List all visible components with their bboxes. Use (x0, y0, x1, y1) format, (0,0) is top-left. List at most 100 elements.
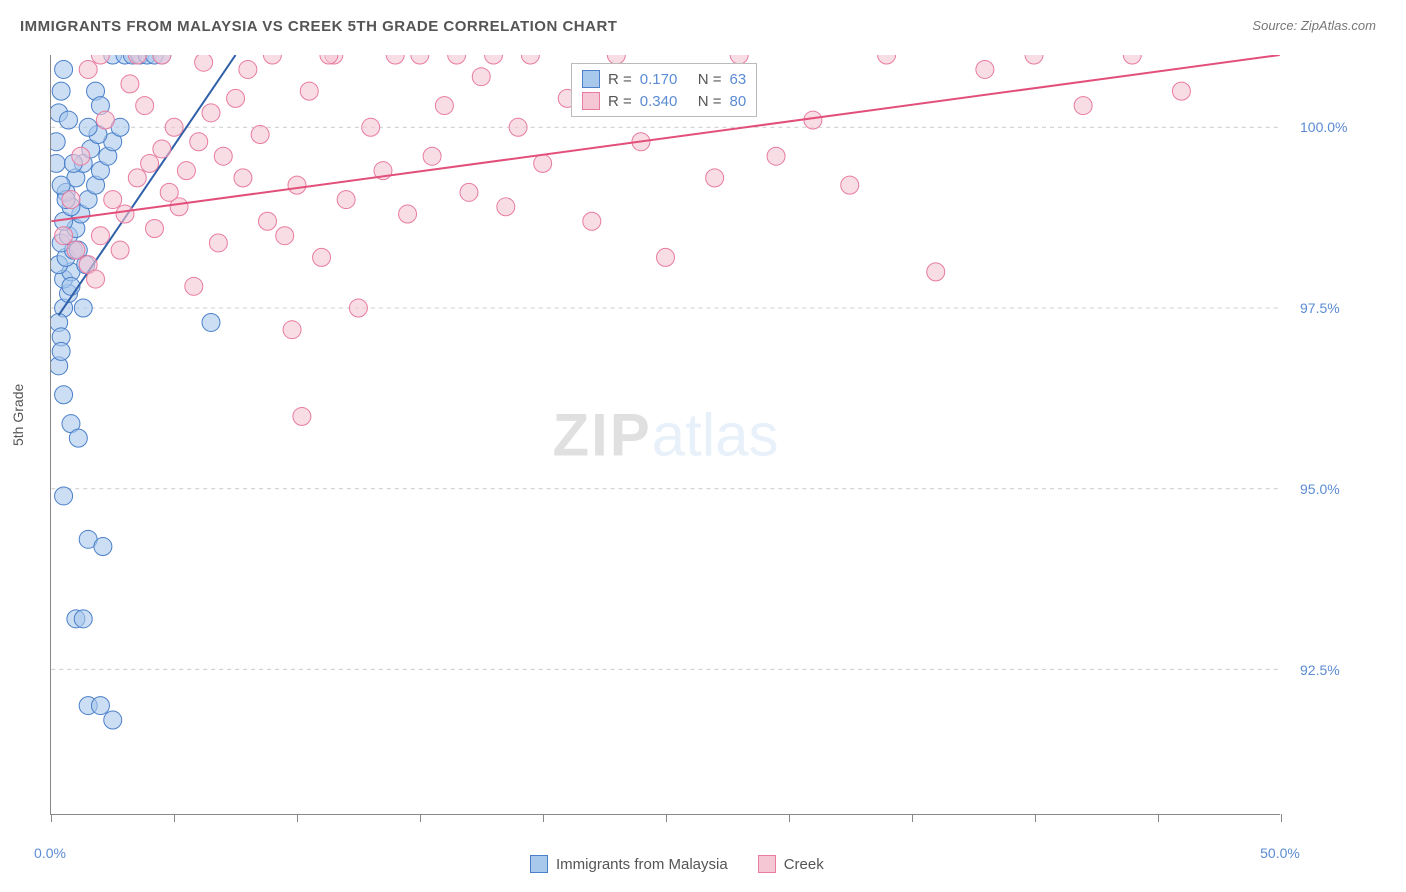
scatter-point (165, 118, 183, 136)
scatter-plot-svg (51, 55, 1280, 814)
scatter-point (74, 610, 92, 628)
scatter-point (190, 133, 208, 151)
x-tick (666, 814, 667, 822)
scatter-point (276, 227, 294, 245)
scatter-point (1074, 97, 1092, 115)
scatter-point (927, 263, 945, 281)
legend-swatch (582, 92, 600, 110)
x-tick (51, 814, 52, 822)
legend-swatch (530, 855, 548, 873)
y-tick-label: 95.0% (1300, 481, 1340, 497)
scatter-point (259, 212, 277, 230)
x-tick (174, 814, 175, 822)
scatter-point (386, 55, 404, 64)
scatter-point (209, 234, 227, 252)
y-tick-label: 100.0% (1300, 119, 1347, 135)
scatter-point (460, 183, 478, 201)
scatter-point (79, 118, 97, 136)
scatter-point (448, 55, 466, 64)
scatter-point (55, 60, 73, 78)
scatter-point (202, 313, 220, 331)
scatter-point (521, 55, 539, 64)
source-label: Source: (1252, 18, 1297, 33)
scatter-point (104, 711, 122, 729)
x-tick (1158, 814, 1159, 822)
x-tick (1281, 814, 1282, 822)
scatter-point (146, 219, 164, 237)
scatter-point (283, 321, 301, 339)
scatter-point (399, 205, 417, 223)
source-name: ZipAtlas.com (1301, 18, 1376, 33)
n-label: N = (698, 93, 722, 110)
scatter-point (55, 487, 73, 505)
scatter-point (293, 407, 311, 425)
scatter-point (362, 118, 380, 136)
scatter-point (497, 198, 515, 216)
scatter-point (534, 154, 552, 172)
scatter-point (878, 55, 896, 64)
scatter-point (804, 111, 822, 129)
r-value: 0.340 (640, 93, 690, 110)
x-tick-label: 50.0% (1260, 845, 1300, 861)
scatter-point (153, 140, 171, 158)
scatter-point (136, 97, 154, 115)
scatter-point (202, 104, 220, 122)
scatter-point (349, 299, 367, 317)
scatter-point (1172, 82, 1190, 100)
scatter-point (263, 55, 281, 64)
scatter-point (485, 55, 503, 64)
legend-item: Creek (758, 855, 824, 873)
n-label: N = (698, 71, 722, 88)
scatter-point (116, 205, 134, 223)
scatter-point (52, 82, 70, 100)
scatter-point (411, 55, 429, 64)
scatter-point (79, 60, 97, 78)
scatter-point (51, 154, 65, 172)
scatter-point (128, 169, 146, 187)
scatter-point (111, 241, 129, 259)
x-tick (1035, 814, 1036, 822)
correlation-legend: R =0.170N =63R =0.340N =80 (571, 63, 757, 117)
scatter-point (72, 147, 90, 165)
r-label: R = (608, 71, 632, 88)
y-tick-label: 97.5% (1300, 300, 1340, 316)
trend-line (59, 55, 236, 315)
scatter-point (160, 183, 178, 201)
series-legend: Immigrants from Malaysia Creek (530, 855, 824, 873)
source-attribution: Source: ZipAtlas.com (1252, 18, 1376, 33)
legend-swatch (758, 855, 776, 873)
scatter-point (313, 248, 331, 266)
scatter-point (69, 429, 87, 447)
scatter-point (976, 60, 994, 78)
scatter-point (94, 538, 112, 556)
scatter-point (62, 191, 80, 209)
n-value: 80 (730, 93, 747, 110)
scatter-point (87, 270, 105, 288)
scatter-point (300, 82, 318, 100)
legend-row: R = 0.340 N = 80 (582, 90, 746, 112)
scatter-point (104, 191, 122, 209)
x-tick (789, 814, 790, 822)
scatter-point (55, 227, 73, 245)
scatter-point (52, 342, 70, 360)
y-axis-label: 5th Grade (10, 384, 26, 446)
r-value: 0.170 (640, 71, 690, 88)
legend-item: Immigrants from Malaysia (530, 855, 728, 873)
legend-swatch (582, 70, 600, 88)
scatter-point (1025, 55, 1043, 64)
scatter-point (96, 111, 114, 129)
scatter-point (435, 97, 453, 115)
x-tick (543, 814, 544, 822)
scatter-point (657, 248, 675, 266)
scatter-point (185, 277, 203, 295)
r-label: R = (608, 93, 632, 110)
scatter-point (74, 299, 92, 317)
scatter-point (583, 212, 601, 230)
scatter-point (1123, 55, 1141, 64)
x-tick-label: 0.0% (34, 845, 66, 861)
scatter-point (91, 227, 109, 245)
scatter-point (60, 111, 78, 129)
scatter-point (841, 176, 859, 194)
scatter-point (706, 169, 724, 187)
scatter-point (509, 118, 527, 136)
